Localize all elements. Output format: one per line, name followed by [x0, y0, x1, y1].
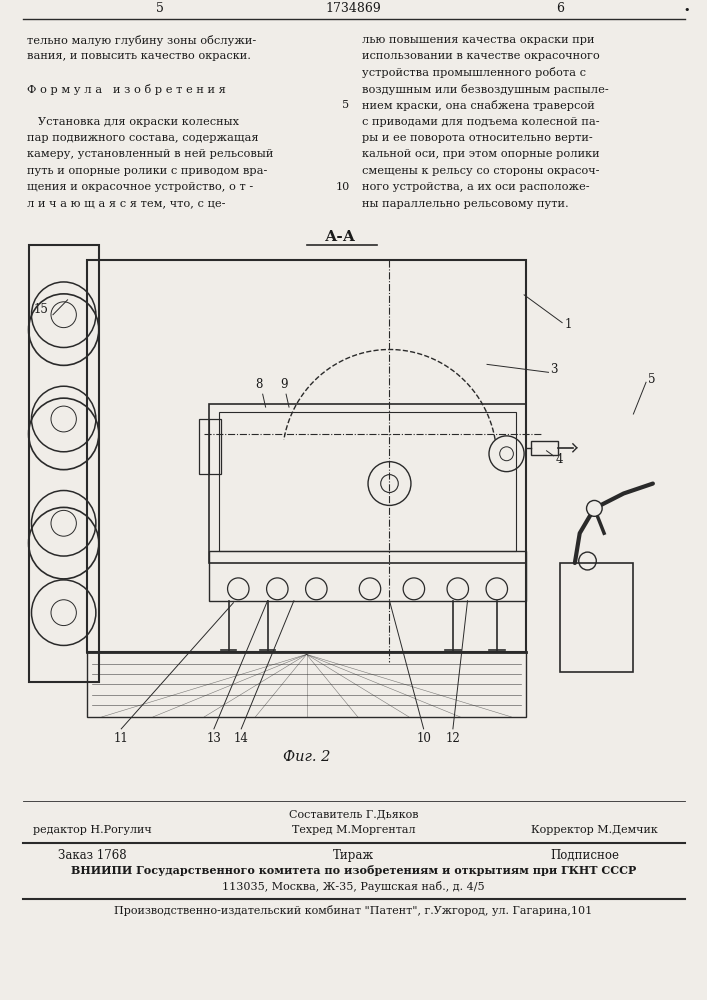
Text: смещены к рельсу со стороны окрасоч-: смещены к рельсу со стороны окрасоч-: [362, 166, 600, 176]
Text: 10: 10: [416, 732, 431, 745]
Text: 10: 10: [335, 182, 349, 192]
Text: ны параллельно рельсовому пути.: ны параллельно рельсовому пути.: [362, 199, 569, 209]
Text: 15: 15: [33, 303, 48, 316]
Text: 11: 11: [114, 732, 129, 745]
Text: Тираж: Тираж: [333, 849, 374, 862]
Text: Техред М.Моргентал: Техред М.Моргентал: [292, 825, 415, 835]
Bar: [87, 652, 526, 717]
Text: камеру, установленный в ней рельсовый: камеру, установленный в ней рельсовый: [27, 149, 273, 159]
Text: использовании в качестве окрасочного: использовании в качестве окрасочного: [362, 51, 600, 61]
Text: пар подвижного состава, содержащая: пар подвижного состава, содержащая: [27, 133, 258, 143]
Text: Установка для окраски колесных: Установка для окраски колесных: [27, 117, 238, 127]
Bar: [28, 245, 99, 682]
Text: тельно малую глубину зоны обслужи-: тельно малую глубину зоны обслужи-: [27, 35, 256, 46]
Text: кальной оси, при этом опорные ролики: кальной оси, при этом опорные ролики: [362, 149, 600, 159]
Bar: [199, 419, 221, 474]
Text: 5: 5: [648, 373, 655, 386]
Text: Составитель Г.Дьяков: Составитель Г.Дьяков: [288, 809, 418, 819]
Text: устройства промышленного робота с: устройства промышленного робота с: [362, 67, 586, 78]
Text: Корректор М.Демчик: Корректор М.Демчик: [531, 825, 658, 835]
Text: 12: 12: [445, 732, 460, 745]
Text: 6: 6: [556, 2, 564, 15]
Circle shape: [587, 500, 602, 516]
Text: Заказ 1768: Заказ 1768: [58, 849, 127, 862]
Text: л и ч а ю щ а я с я тем, что, с це-: л и ч а ю щ а я с я тем, что, с це-: [27, 199, 225, 209]
Text: 13: 13: [206, 732, 221, 745]
Text: 8: 8: [255, 378, 262, 391]
Text: ры и ее поворота относительно верти-: ры и ее поворота относительно верти-: [362, 133, 593, 143]
Text: 5: 5: [156, 2, 164, 15]
Text: с приводами для подъема колесной па-: с приводами для подъема колесной па-: [362, 117, 600, 127]
Bar: [531, 441, 559, 455]
Text: нием краски, она снабжена траверсой: нием краски, она снабжена траверсой: [362, 100, 595, 111]
Text: Производственно-издательский комбинат "Патент", г.Ужгород, ул. Гагарина,101: Производственно-издательский комбинат "П…: [115, 905, 592, 916]
Text: Подписное: Подписное: [550, 849, 619, 862]
Text: 14: 14: [234, 732, 249, 745]
Text: 9: 9: [281, 378, 288, 391]
Bar: [209, 551, 526, 601]
Text: 1734869: 1734869: [325, 2, 381, 15]
Bar: [218, 412, 516, 551]
Text: воздушным или безвоздушным распыле-: воздушным или безвоздушным распыле-: [362, 84, 609, 95]
Text: 4: 4: [555, 453, 563, 466]
Bar: [87, 260, 526, 652]
Text: лью повышения качества окраски при: лью повышения качества окраски при: [362, 35, 595, 45]
Text: А-А: А-А: [325, 230, 356, 244]
Text: 3: 3: [551, 363, 558, 376]
Text: •: •: [684, 5, 690, 15]
Text: редактор Н.Рогулич: редактор Н.Рогулич: [33, 825, 151, 835]
Text: ного устройства, а их оси расположе-: ного устройства, а их оси расположе-: [362, 182, 590, 192]
Text: 113035, Москва, Ж-35, Раушская наб., д. 4/5: 113035, Москва, Ж-35, Раушская наб., д. …: [222, 881, 485, 892]
Text: ВНИИПИ Государственного комитета по изобретениям и открытиям при ГКНТ СССР: ВНИИПИ Государственного комитета по изоб…: [71, 865, 636, 876]
Text: Фиг. 2: Фиг. 2: [283, 750, 330, 764]
Text: Ф о р м у л а   и з о б р е т е н и я: Ф о р м у л а и з о б р е т е н и я: [27, 84, 226, 95]
Text: вания, и повысить качество окраски.: вания, и повысить качество окраски.: [27, 51, 250, 61]
Text: 5: 5: [342, 100, 349, 110]
Text: щения и окрасочное устройство, о т -: щения и окрасочное устройство, о т -: [27, 182, 253, 192]
Bar: [560, 563, 633, 672]
Text: 1: 1: [565, 318, 573, 331]
Bar: [209, 404, 526, 563]
Text: путь и опорные ролики с приводом вра-: путь и опорные ролики с приводом вра-: [27, 166, 267, 176]
